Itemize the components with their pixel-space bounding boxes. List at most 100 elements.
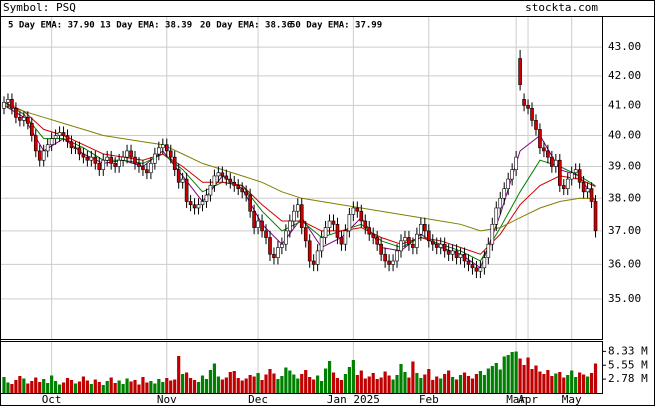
candle-body bbox=[125, 150, 129, 158]
volume-bar bbox=[339, 380, 344, 393]
candle-body bbox=[466, 260, 471, 265]
candle-body bbox=[518, 58, 522, 85]
volume-bar bbox=[566, 375, 570, 393]
candle-body bbox=[343, 230, 348, 245]
y-tick-label: 38.00 bbox=[608, 191, 641, 204]
x-tick-label: Jan 2025 bbox=[327, 393, 380, 406]
candle-body bbox=[299, 204, 304, 228]
volume-bar bbox=[292, 374, 296, 393]
candle-body bbox=[561, 185, 566, 189]
candle-body bbox=[458, 253, 463, 258]
candle-body bbox=[45, 144, 50, 152]
volume-bar bbox=[192, 380, 197, 393]
volume-bar bbox=[26, 383, 30, 393]
symbol: Symbol: PSQ bbox=[3, 1, 76, 14]
candle-body bbox=[105, 156, 110, 161]
candle-body bbox=[323, 227, 328, 238]
candle-body bbox=[295, 204, 300, 212]
candle-body bbox=[2, 102, 6, 109]
candle-body bbox=[383, 253, 387, 262]
volume-bar bbox=[244, 378, 248, 393]
x-tick-label: Nov bbox=[157, 393, 177, 406]
candle-body bbox=[351, 207, 356, 215]
candle-body bbox=[252, 210, 256, 228]
candle-body bbox=[450, 250, 455, 255]
volume-bar bbox=[284, 367, 288, 393]
volume-bar bbox=[14, 380, 18, 393]
candle-body bbox=[557, 159, 562, 186]
candle-body bbox=[89, 156, 94, 161]
candle-body bbox=[506, 178, 510, 189]
volume-bar bbox=[38, 382, 42, 393]
candle-body bbox=[22, 117, 26, 121]
volume-bar bbox=[89, 384, 93, 393]
candle-body bbox=[407, 237, 411, 245]
volume-bar bbox=[478, 371, 482, 393]
volume-bar bbox=[204, 379, 209, 393]
y-tick-label: 36.00 bbox=[608, 257, 641, 270]
volume-bar bbox=[30, 381, 34, 393]
candle-body bbox=[141, 166, 145, 170]
candle-body bbox=[430, 240, 435, 245]
volume-bar bbox=[149, 381, 153, 393]
volume-bar bbox=[399, 364, 403, 393]
candle-body bbox=[442, 243, 447, 252]
candle-body bbox=[176, 169, 181, 183]
candle-body bbox=[462, 253, 467, 262]
x-tick-label: Dec bbox=[248, 393, 268, 406]
candle-body bbox=[220, 172, 225, 177]
candle-body bbox=[204, 194, 209, 202]
candle-body bbox=[538, 129, 542, 149]
volume-bar bbox=[415, 373, 419, 393]
candle-body bbox=[109, 156, 113, 164]
candle-body bbox=[117, 159, 121, 167]
candle-body bbox=[581, 181, 586, 193]
candle-body bbox=[264, 230, 268, 238]
legend-entry: 5 Day EMA: 37.90 bbox=[8, 21, 95, 31]
volume-bar bbox=[546, 370, 550, 393]
volume-bar bbox=[304, 370, 308, 393]
candle-body bbox=[153, 153, 157, 164]
candle-body bbox=[546, 150, 550, 158]
volume-bar bbox=[522, 365, 526, 393]
candle-body bbox=[18, 117, 22, 121]
candle-body bbox=[522, 99, 526, 106]
volume-bar bbox=[411, 361, 415, 393]
y-tick-label: 35.00 bbox=[608, 292, 641, 305]
volume-bar bbox=[188, 378, 193, 393]
volume-bar bbox=[93, 379, 97, 393]
volume-bar bbox=[129, 381, 133, 393]
volume-bar bbox=[395, 375, 399, 393]
volume-bar bbox=[585, 376, 590, 393]
candle-body bbox=[391, 260, 395, 265]
candle-body bbox=[145, 169, 149, 174]
candle-body bbox=[33, 135, 38, 152]
volume-bar bbox=[224, 377, 228, 393]
volume-bar bbox=[343, 374, 348, 393]
candle-body bbox=[37, 150, 42, 161]
candle-body bbox=[248, 194, 252, 212]
candle-body bbox=[65, 135, 70, 142]
volume-bar bbox=[57, 384, 62, 393]
volume-bar bbox=[490, 366, 494, 393]
candle-body bbox=[292, 210, 296, 222]
candle-body bbox=[284, 230, 288, 245]
candle-body bbox=[288, 220, 292, 232]
candle-body bbox=[29, 123, 34, 136]
volume-bar bbox=[466, 376, 471, 393]
candle-body bbox=[434, 243, 439, 248]
legend-entry: 20 Day EMA: 38.36 bbox=[200, 21, 292, 31]
volume-bar bbox=[347, 367, 351, 393]
y-tick-label: 42.00 bbox=[608, 69, 641, 82]
site: stockta.com bbox=[525, 1, 598, 14]
candle-body bbox=[530, 108, 534, 121]
candle-body bbox=[129, 150, 133, 158]
volume-bar bbox=[157, 379, 161, 393]
volume-bar bbox=[228, 372, 232, 393]
volume-bar bbox=[196, 382, 201, 393]
candle-body bbox=[577, 169, 582, 183]
volume-bar bbox=[65, 378, 70, 393]
volume-bar bbox=[403, 372, 407, 393]
